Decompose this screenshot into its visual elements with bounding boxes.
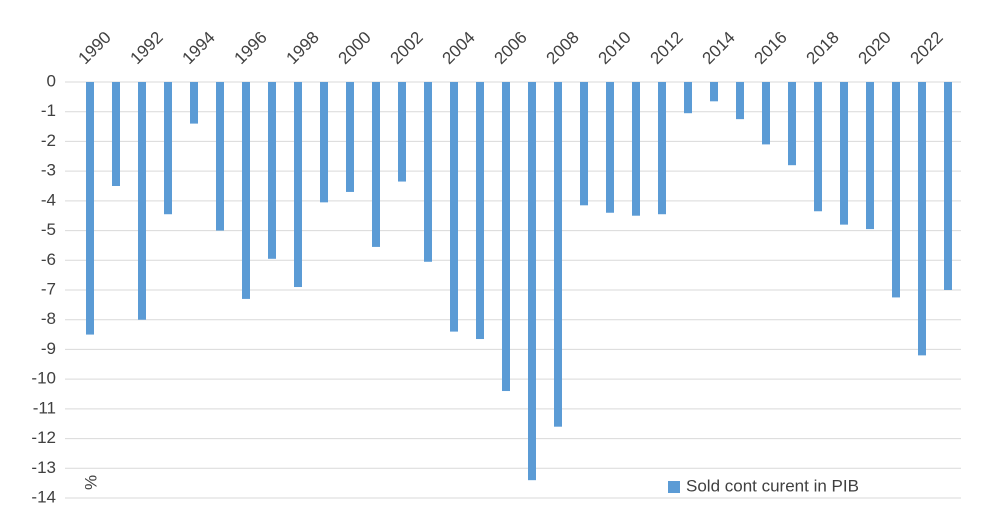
bar bbox=[164, 82, 172, 215]
bar bbox=[814, 82, 822, 212]
x-tick-label: 2000 bbox=[335, 28, 375, 68]
bar bbox=[346, 82, 354, 192]
bar bbox=[86, 82, 94, 335]
x-tick-label: 2006 bbox=[491, 28, 531, 68]
x-tick-label: 2008 bbox=[543, 28, 583, 68]
bar bbox=[424, 82, 432, 262]
bar bbox=[944, 82, 952, 290]
bar bbox=[658, 82, 666, 215]
x-tick-label: 1994 bbox=[179, 28, 219, 68]
x-tick-label: 2014 bbox=[699, 28, 739, 68]
bar bbox=[918, 82, 926, 356]
x-tick-label: 1998 bbox=[283, 28, 323, 68]
y-tick-label: -3 bbox=[41, 161, 56, 180]
y-tick-label: -7 bbox=[41, 279, 56, 298]
bar bbox=[268, 82, 276, 259]
x-tick-label: 2002 bbox=[387, 28, 427, 68]
x-tick-label: 2018 bbox=[803, 28, 843, 68]
y-tick-label: -11 bbox=[33, 398, 56, 417]
x-tick-label: 2010 bbox=[595, 28, 635, 68]
y-tick-label: -8 bbox=[41, 309, 56, 328]
y-tick-label: -14 bbox=[31, 487, 56, 506]
bar bbox=[112, 82, 120, 186]
x-tick-label: 2004 bbox=[439, 28, 479, 68]
y-tick-label: -6 bbox=[41, 250, 56, 269]
y-tick-label: -1 bbox=[41, 101, 56, 120]
bar bbox=[528, 82, 536, 481]
bar bbox=[476, 82, 484, 340]
bar bbox=[398, 82, 406, 182]
bar bbox=[294, 82, 302, 288]
y-tick-label: -12 bbox=[31, 428, 56, 447]
x-tick-label: 1992 bbox=[127, 28, 167, 68]
bar bbox=[788, 82, 796, 166]
x-tick-label: 2020 bbox=[855, 28, 895, 68]
bar bbox=[450, 82, 458, 332]
bar bbox=[554, 82, 562, 427]
bar bbox=[216, 82, 224, 231]
x-tick-label: 1990 bbox=[75, 28, 115, 68]
y-tick-label: -5 bbox=[41, 220, 56, 239]
y-tick-label: -10 bbox=[31, 369, 56, 388]
bar bbox=[606, 82, 614, 213]
x-tick-label: 2016 bbox=[751, 28, 791, 68]
y-tick-label: -2 bbox=[41, 131, 56, 150]
bar bbox=[502, 82, 510, 392]
bar bbox=[580, 82, 588, 206]
legend-swatch bbox=[668, 481, 680, 493]
bar bbox=[138, 82, 146, 320]
y-tick-label: 0 bbox=[47, 71, 56, 90]
bar bbox=[320, 82, 328, 203]
y-tick-label: -13 bbox=[31, 458, 56, 477]
bar bbox=[762, 82, 770, 145]
bar bbox=[242, 82, 250, 299]
y-axis-label: % bbox=[81, 475, 100, 490]
bar bbox=[372, 82, 380, 247]
bar bbox=[892, 82, 900, 298]
bar bbox=[710, 82, 718, 102]
x-tick-label: 2022 bbox=[907, 28, 947, 68]
bar bbox=[840, 82, 848, 225]
y-tick-label: -4 bbox=[41, 190, 56, 209]
bar bbox=[684, 82, 692, 114]
x-tick-label: 2012 bbox=[647, 28, 687, 68]
bar bbox=[866, 82, 874, 230]
bar bbox=[190, 82, 198, 124]
legend-label: Sold cont curent in PIB bbox=[686, 476, 859, 495]
x-tick-label: 1996 bbox=[231, 28, 271, 68]
bar bbox=[736, 82, 744, 120]
y-tick-label: -9 bbox=[41, 339, 56, 358]
bar bbox=[632, 82, 640, 216]
